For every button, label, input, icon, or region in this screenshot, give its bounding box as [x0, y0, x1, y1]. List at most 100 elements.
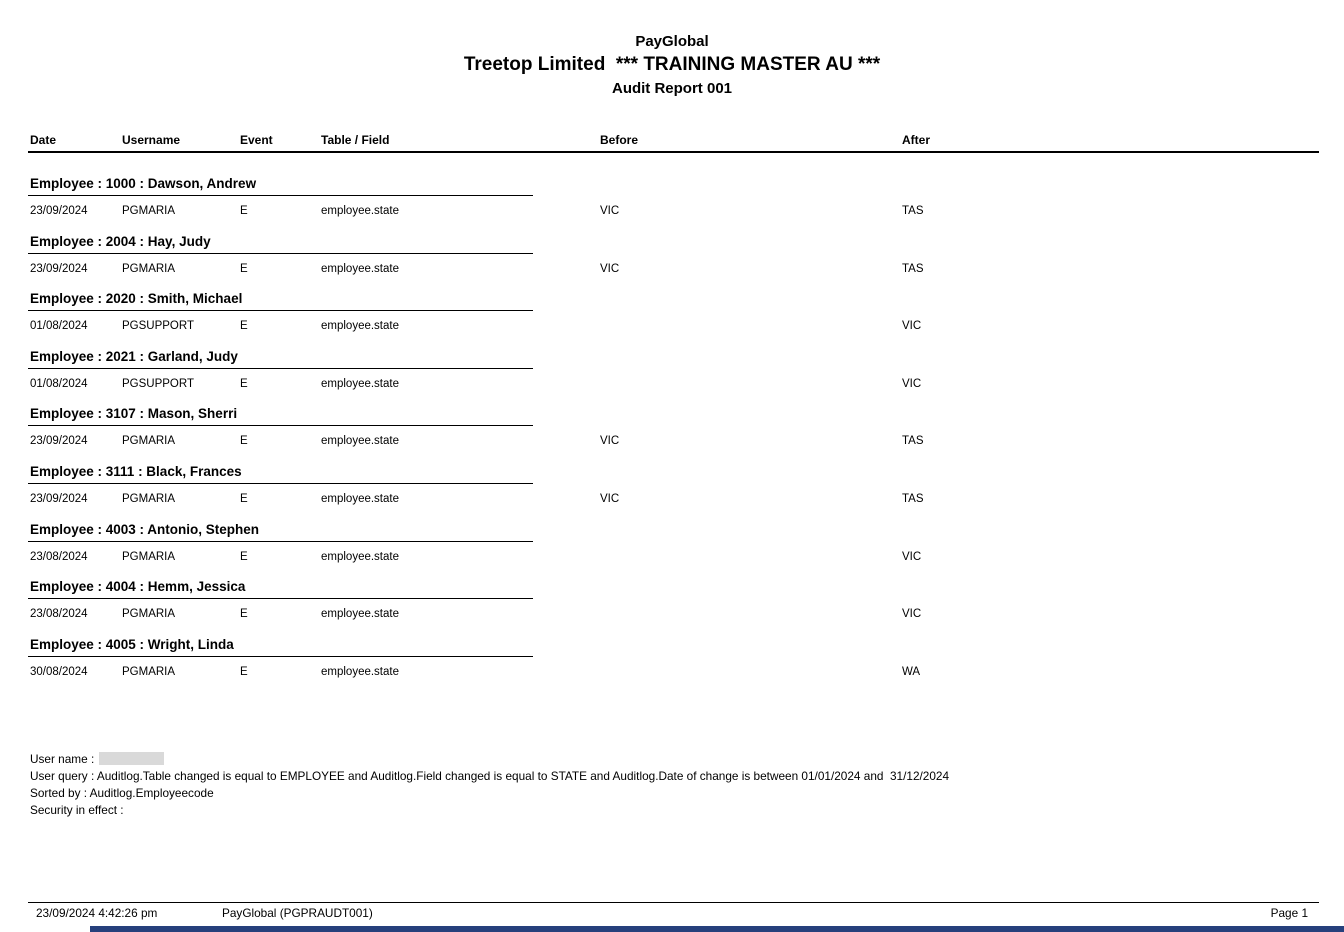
row-table-field: employee.state	[321, 320, 399, 333]
row-event: E	[240, 435, 248, 448]
row-after: TAS	[902, 205, 924, 217]
row-username: PGMARIA	[122, 608, 176, 621]
row-after: TAS	[902, 435, 924, 448]
summary-user-query-line: User query : Auditlog.Table changed is e…	[30, 768, 950, 783]
page-footer: 23/09/2024 4:42:26 pm PayGlobal (PGPRAUD…	[0, 906, 1344, 922]
row-before: VIC	[600, 435, 620, 448]
column-header-before: Before	[600, 133, 639, 147]
row-date: 23/09/2024	[30, 435, 88, 448]
row-after: TAS	[902, 262, 924, 275]
row-username: PGMARIA	[122, 205, 176, 217]
row-username: PGSUPPORT	[122, 377, 194, 390]
summary-sorted-by-line: Sorted by : Auditlog.Employeecode	[30, 785, 214, 800]
row-date: 23/08/2024	[30, 550, 88, 563]
row-table-field: employee.state	[321, 435, 399, 448]
row-table-field: employee.state	[321, 492, 399, 505]
row-date: 30/08/2024	[30, 665, 88, 678]
employee-group: Employee : 2021 : Garland, Judy 01/08/202…	[0, 349, 1344, 407]
row-after: VIC	[902, 320, 922, 333]
employee-group-header: Employee : 4005 : Wright, Linda	[28, 637, 533, 657]
employee-group: Employee : 3111 : Black, Frances 23/09/20…	[0, 464, 1344, 522]
row-before: VIC	[600, 205, 620, 217]
employee-group-header: Employee : 4004 : Hemm, Jessica	[28, 579, 533, 600]
row-before: VIC	[600, 492, 620, 505]
employee-group-header: Employee : 1000 : Dawson, Andrew	[28, 176, 533, 196]
column-header-row: Date Username Event Table / Field Before…	[0, 133, 1344, 149]
row-event: E	[240, 665, 248, 678]
row-event: E	[240, 377, 248, 390]
row-date: 23/09/2024	[30, 205, 88, 217]
column-header-table-field: Table / Field	[321, 133, 390, 147]
footer-datetime: 23/09/2024 4:42:26 pm	[36, 906, 158, 920]
row-event: E	[240, 492, 248, 505]
employee-group: Employee : 1000 : Dawson, Andrew 23/09/20…	[0, 176, 1344, 234]
company-name: PayGlobal	[635, 33, 709, 50]
row-date: 01/08/2024	[30, 320, 88, 333]
employee-group-header: Employee : 2021 : Garland, Judy	[28, 349, 533, 369]
row-after: WA	[902, 665, 921, 678]
employee-group: Employee : 2004 : Hay, Judy 23/09/2024 PGM…	[0, 234, 1344, 292]
row-table-field: employee.state	[321, 262, 399, 275]
employee-group-header: Employee : 2004 : Hay, Judy	[28, 234, 533, 254]
column-header-after: After	[902, 133, 931, 147]
row-username: PGSUPPORT	[122, 320, 194, 333]
summary-security-line: Security in effect :	[30, 802, 124, 817]
row-event: E	[240, 205, 248, 217]
header-rule	[28, 151, 1319, 153]
row-after: VIC	[902, 550, 922, 563]
window-bottom-edge	[90, 926, 1344, 932]
employee-group: Employee : 4004 : Hemm, Jessica 23/08/202…	[0, 579, 1344, 637]
footer-page-number: Page 1	[1270, 906, 1308, 920]
employee-group-header: Employee : 2020 : Smith, Michael	[28, 291, 533, 312]
row-date: 23/09/2024	[30, 492, 88, 505]
row-date: 23/09/2024	[30, 262, 88, 275]
redacted-user-name	[99, 752, 165, 765]
report-subtitle: Audit Report 001	[611, 80, 732, 97]
row-date: 01/08/2024	[30, 377, 88, 390]
report-title: Treetop Limited *** TRAINING MASTER AU *…	[463, 54, 881, 75]
row-table-field: employee.state	[321, 377, 399, 390]
row-username: PGMARIA	[122, 435, 176, 448]
employee-group-header: Employee : 3111 : Black, Frances	[28, 464, 533, 484]
row-event: E	[240, 320, 248, 333]
employee-group: Employee : 3107 : Mason, Sherri 23/09/202…	[0, 406, 1344, 464]
column-header-username: Username	[122, 133, 181, 147]
row-username: PGMARIA	[122, 492, 176, 505]
row-after: VIC	[902, 608, 922, 621]
row-username: PGMARIA	[122, 262, 176, 275]
footer-rule	[28, 902, 1319, 903]
column-header-date: Date	[30, 133, 57, 147]
column-header-event: Event	[240, 133, 273, 147]
row-event: E	[240, 608, 248, 621]
row-after: TAS	[902, 492, 924, 505]
employee-group: Employee : 4003 : Antonio, Stephen 23/08/…	[0, 522, 1344, 580]
row-before: VIC	[600, 262, 620, 275]
footer-report-name: PayGlobal (PGPRAUDT001)	[222, 906, 373, 920]
summary-user-name-line: User name :	[30, 751, 949, 768]
user-name-label: User name :	[30, 752, 95, 766]
row-table-field: employee.state	[321, 205, 399, 217]
row-username: PGMARIA	[122, 665, 176, 678]
employee-group: Employee : 4005 : Wright, Linda 30/08/202…	[0, 637, 1344, 695]
report-header: PayGlobal Treetop Limited *** TRAINING M…	[0, 31, 1344, 99]
employee-group: Employee : 2020 : Smith, Michael 01/08/20…	[0, 291, 1344, 349]
row-after: VIC	[902, 377, 922, 390]
row-event: E	[240, 262, 248, 275]
employee-group-header: Employee : 4003 : Antonio, Stephen	[28, 522, 533, 542]
report-summary: User name : User query : Auditlog.Table …	[30, 751, 949, 819]
row-table-field: employee.state	[321, 550, 399, 563]
row-date: 23/08/2024	[30, 608, 88, 621]
row-table-field: employee.state	[321, 608, 399, 621]
employee-group-header: Employee : 3107 : Mason, Sherri	[28, 406, 533, 427]
row-username: PGMARIA	[122, 550, 176, 563]
